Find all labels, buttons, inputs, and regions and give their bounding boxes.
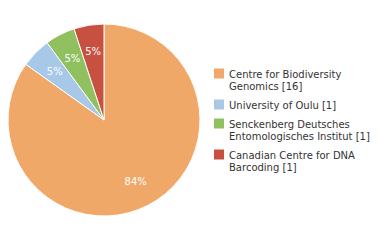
data-label: 5%: [64, 53, 80, 64]
legend: Centre for BiodiversityGenomics [16] Univ…: [214, 69, 370, 173]
legend-entry: Centre for BiodiversityGenomics [16]: [214, 69, 342, 92]
legend-swatch: [214, 100, 224, 110]
legend-label: Canadian Centre for DNABarcoding [1]: [229, 150, 355, 173]
legend-label: University of Oulu [1]: [229, 100, 336, 111]
legend-swatch: [214, 150, 224, 160]
data-labels: 84%5%5%5%: [47, 46, 147, 187]
pie: [8, 24, 200, 216]
legend-entry: Senckenberg DeutschesEntomologisches Ins…: [214, 119, 370, 142]
legend-swatch: [214, 119, 224, 129]
legend-entry: University of Oulu [1]: [214, 100, 336, 111]
data-label: 5%: [47, 66, 63, 77]
chart: 84%5%5%5%Centre for BiodiversityGenomics…: [0, 0, 380, 240]
legend-swatch: [214, 69, 224, 79]
data-label: 5%: [85, 46, 101, 57]
pie-slice: [74, 24, 104, 120]
data-label: 84%: [125, 176, 147, 187]
legend-label: Centre for BiodiversityGenomics [16]: [229, 69, 342, 92]
pie-slice: [8, 24, 200, 216]
legend-entry: Canadian Centre for DNABarcoding [1]: [214, 150, 355, 173]
legend-label: Senckenberg DeutschesEntomologisches Ins…: [229, 119, 370, 142]
